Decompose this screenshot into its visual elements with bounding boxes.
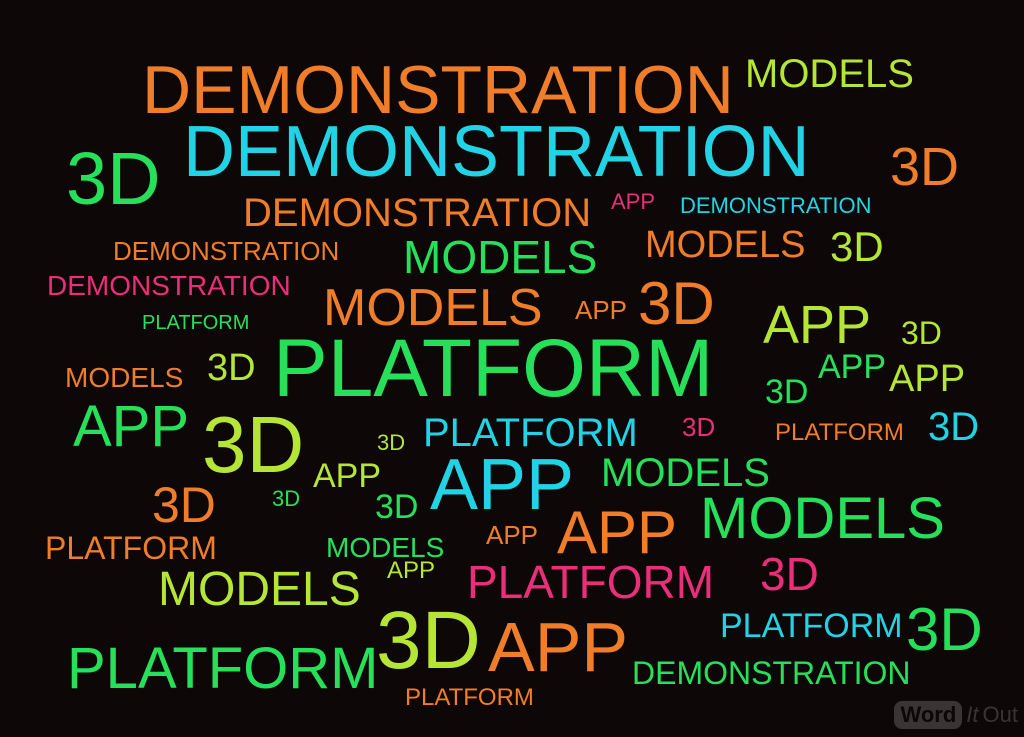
word-3d: 3D <box>638 270 715 337</box>
word-models: MODELS <box>700 486 945 551</box>
word-models: MODELS <box>326 532 445 563</box>
word-platform: PLATFORM <box>467 556 715 608</box>
word-demonstration: DEMONSTRATION <box>243 191 592 235</box>
logo-out: Out <box>982 702 1018 727</box>
word-platform: PLATFORM <box>273 323 714 414</box>
word-platform: PLATFORM <box>142 312 250 334</box>
word-3d: 3D <box>272 486 301 511</box>
word-app: APP <box>488 608 629 686</box>
word-app: APP <box>575 295 628 325</box>
word-platform: PLATFORM <box>720 607 903 645</box>
word-platform: PLATFORM <box>775 419 904 446</box>
word-3d: 3D <box>152 477 216 533</box>
word-demonstration: DEMONSTRATION <box>113 236 340 266</box>
word-platform: PLATFORM <box>45 530 217 566</box>
word-app: APP <box>387 557 436 584</box>
word-app: APP <box>557 499 678 566</box>
word-demonstration: DEMONSTRATION <box>142 52 734 128</box>
wordle-logo: Word It Out <box>894 701 1018 729</box>
word-demonstration: DEMONSTRATION <box>47 270 291 301</box>
word-app: APP <box>889 358 966 400</box>
word-3d: 3D <box>901 315 942 351</box>
word-3d: 3D <box>66 137 161 220</box>
word-platform: PLATFORM <box>405 684 534 711</box>
word-3d: 3D <box>207 347 256 389</box>
logo-it: It <box>966 702 979 727</box>
word-app: APP <box>763 295 872 355</box>
word-3d: 3D <box>760 548 819 600</box>
word-app: APP <box>486 520 539 550</box>
word-3d: 3D <box>890 137 960 197</box>
word-3d: 3D <box>928 405 980 449</box>
word-3d: 3D <box>377 430 406 455</box>
word-3d: 3D <box>202 400 305 489</box>
word-demonstration: DEMONSTRATION <box>183 112 810 192</box>
word-3d: 3D <box>682 412 716 442</box>
word-models: MODELS <box>403 231 598 283</box>
word-app: APP <box>430 445 575 525</box>
word-3d: 3D <box>830 223 884 270</box>
word-platform: PLATFORM <box>423 411 638 455</box>
word-models: MODELS <box>645 224 806 266</box>
word-demonstration: DEMONSTRATION <box>632 655 911 691</box>
word-models: MODELS <box>745 52 914 96</box>
word-models: MODELS <box>158 563 361 616</box>
word-3d: 3D <box>906 596 983 663</box>
word-app: APP <box>73 394 190 459</box>
word-models: MODELS <box>323 279 543 337</box>
word-3d: 3D <box>376 595 481 686</box>
logo-word: Word <box>894 701 963 729</box>
word-demonstration: DEMONSTRATION <box>680 193 872 218</box>
word-models: MODELS <box>601 451 770 495</box>
word-app: APP <box>313 457 382 495</box>
word-app: APP <box>611 189 656 214</box>
word-app: APP <box>818 348 887 386</box>
word-3d: 3D <box>765 373 809 411</box>
word-platform: PLATFORM <box>67 636 379 701</box>
word-models: MODELS <box>65 362 184 393</box>
word-3d: 3D <box>375 488 419 526</box>
